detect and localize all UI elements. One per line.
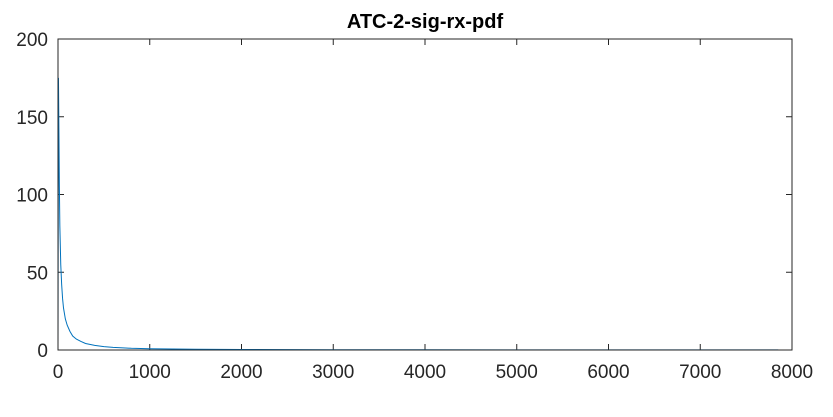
plot-area-border: [57, 38, 793, 351]
x-tick-label: 7000: [679, 362, 721, 383]
series-line: [57, 77, 779, 351]
x-tick-label: 6000: [587, 362, 629, 383]
y-tick-label: 200: [16, 30, 48, 51]
plot-series: [57, 77, 779, 351]
x-tick-label: 8000: [771, 362, 813, 383]
x-tick-label: 5000: [496, 362, 538, 383]
x-tick-label: 2000: [220, 362, 262, 383]
y-tick-label: 50: [27, 263, 48, 284]
x-tick-label: 0: [53, 362, 64, 383]
chart-title: ATC-2-sig-rx-pdf: [347, 11, 504, 33]
y-axis: 0 50 100 150 200: [16, 30, 792, 362]
y-tick-label: 0: [37, 341, 48, 362]
x-tick-label: 1000: [129, 362, 171, 383]
y-tick-label: 150: [16, 108, 48, 129]
x-axis: 0 1000 2000 3000 4000 5000 6000 7000 8000: [53, 39, 813, 383]
y-tick-label: 100: [16, 186, 48, 207]
x-tick-label: 3000: [312, 362, 354, 383]
x-tick-label: 4000: [404, 362, 446, 383]
